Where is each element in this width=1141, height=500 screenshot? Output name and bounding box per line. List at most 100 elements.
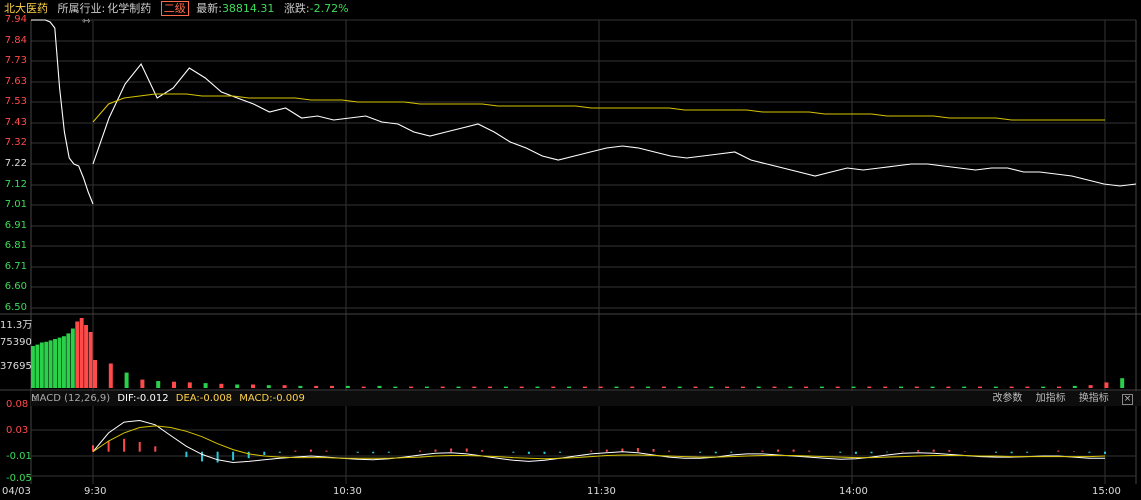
pre-open-volume-bar bbox=[31, 346, 35, 388]
volume-bar bbox=[251, 384, 255, 388]
pre-open-volume-bar bbox=[53, 339, 57, 388]
volume-bar bbox=[93, 360, 97, 388]
volume-bar bbox=[377, 385, 382, 388]
pre-open-volume-bar bbox=[70, 328, 75, 388]
pre-open-volume-bar bbox=[79, 318, 84, 388]
price-label-0: 7.94 bbox=[4, 14, 27, 25]
volume-bar bbox=[772, 386, 777, 388]
volume-bar bbox=[582, 386, 587, 388]
change-value: -2.72% bbox=[309, 2, 349, 15]
macd-label-1: 0.08 bbox=[6, 399, 29, 410]
last-label: 最新: bbox=[196, 2, 222, 15]
volume-bar bbox=[424, 386, 429, 388]
volume-bar bbox=[788, 386, 793, 388]
volume-bar bbox=[235, 384, 240, 388]
volume-bar bbox=[361, 386, 366, 388]
pre-open-volume-bar bbox=[35, 344, 40, 388]
volume-bar bbox=[804, 386, 809, 388]
volume-bar bbox=[899, 386, 903, 388]
last-value: 38814.31 bbox=[221, 2, 275, 15]
stock-name[interactable]: 北大医药 bbox=[4, 2, 48, 15]
industry-label: 所属行业: bbox=[57, 2, 106, 15]
price-label-8: 7.12 bbox=[4, 179, 27, 190]
volume-bar bbox=[709, 386, 714, 388]
volume-bar bbox=[393, 386, 398, 388]
macd-header: MACD (12,26,9) DIF:-0.012 DEA:-0.008 MAC… bbox=[31, 391, 1141, 406]
pre-open-volume-bar bbox=[48, 340, 53, 388]
stock-header: 北大医药 所属行业: 化学制药 二级 最新:38814.31 涨跌:-2.72% bbox=[4, 1, 355, 16]
switch-indicator-button[interactable]: 换指标 bbox=[1078, 393, 1109, 404]
volume-bar bbox=[503, 386, 508, 388]
time-label-1500: 15:00 bbox=[1092, 486, 1121, 497]
volume-bar bbox=[1072, 385, 1077, 388]
volume-bar bbox=[1088, 385, 1093, 388]
price-label-13: 6.60 bbox=[4, 281, 27, 292]
volume-bar bbox=[535, 386, 540, 388]
industry-value: 化学制药 bbox=[107, 2, 152, 15]
price-label-6: 7.32 bbox=[4, 137, 27, 148]
edit-params-button[interactable]: 改参数 bbox=[992, 393, 1023, 404]
time-label-0930: 9:30 bbox=[84, 486, 107, 497]
volume-bar bbox=[1025, 386, 1030, 388]
volume-bar bbox=[914, 386, 919, 388]
price-label-11: 6.81 bbox=[4, 240, 27, 251]
price-label-5: 7.43 bbox=[4, 117, 27, 128]
time-label-1030: 10:30 bbox=[333, 486, 362, 497]
pre-open-volume-bar bbox=[84, 325, 88, 388]
pre-open-volume-bar bbox=[62, 336, 66, 388]
volume-bar bbox=[203, 383, 208, 388]
level-badge: 二级 bbox=[160, 1, 189, 16]
volume-bar bbox=[551, 386, 556, 388]
volume-bar bbox=[298, 385, 303, 388]
volume-bar bbox=[519, 386, 524, 388]
close-icon[interactable]: × bbox=[1122, 394, 1133, 405]
volume-bar bbox=[1120, 378, 1125, 388]
add-indicator-button[interactable]: 加指标 bbox=[1035, 393, 1066, 404]
volume-bar bbox=[630, 386, 635, 388]
time-label-1130: 11:30 bbox=[587, 486, 616, 497]
volume-bar bbox=[282, 385, 287, 388]
volume-bar bbox=[646, 386, 651, 388]
volume-bar bbox=[1009, 386, 1014, 388]
volume-bar bbox=[978, 386, 982, 388]
macd-value: MACD:-0.009 bbox=[239, 393, 305, 404]
volume-bar bbox=[867, 386, 872, 388]
volume-bar bbox=[725, 386, 730, 388]
volume-bar bbox=[1057, 386, 1061, 388]
volume-bar bbox=[1041, 386, 1046, 388]
macd-label-3: -0.01 bbox=[6, 451, 32, 462]
volume-bar bbox=[819, 386, 824, 388]
volume-bar bbox=[488, 386, 493, 388]
price-label-3: 7.63 bbox=[4, 76, 27, 87]
volume-bar bbox=[219, 383, 224, 388]
pre-open-price-line bbox=[31, 19, 94, 205]
volume-bar bbox=[409, 386, 414, 388]
macd-indicator-icon: ▫ bbox=[31, 394, 38, 404]
pre-open-volume-bar bbox=[75, 321, 80, 388]
volume-bar bbox=[124, 372, 129, 388]
price-label-12: 6.71 bbox=[4, 261, 27, 272]
resize-handle-icon[interactable]: ⇿ bbox=[82, 16, 91, 27]
price-label-14: 6.50 bbox=[4, 302, 27, 313]
volume-bar bbox=[266, 385, 271, 388]
price-label-2: 7.73 bbox=[4, 55, 27, 66]
pre-open-volume-bar bbox=[57, 337, 62, 388]
macd-title[interactable]: MACD (12,26,9) bbox=[31, 393, 111, 404]
price-label-1: 7.84 bbox=[4, 35, 27, 46]
volume-bar bbox=[740, 386, 745, 388]
volume-bar bbox=[883, 386, 888, 388]
pre-open-volume-bar bbox=[39, 342, 44, 388]
volume-bar bbox=[693, 386, 698, 388]
volume-bar bbox=[756, 386, 761, 388]
volume-bar bbox=[567, 386, 572, 388]
volume-bar bbox=[140, 379, 145, 388]
volume-bar bbox=[598, 386, 603, 388]
grid bbox=[0, 19, 1141, 484]
price-line bbox=[92, 62, 1137, 187]
time-label-date: 04/03 bbox=[2, 486, 31, 497]
macd-dif: DIF:-0.012 bbox=[117, 393, 169, 404]
macd-label-4: -0.05 bbox=[6, 473, 32, 484]
macd-tools: 改参数 加指标 换指标 × bbox=[986, 391, 1137, 406]
volume-label-low: 37695 bbox=[0, 361, 32, 372]
